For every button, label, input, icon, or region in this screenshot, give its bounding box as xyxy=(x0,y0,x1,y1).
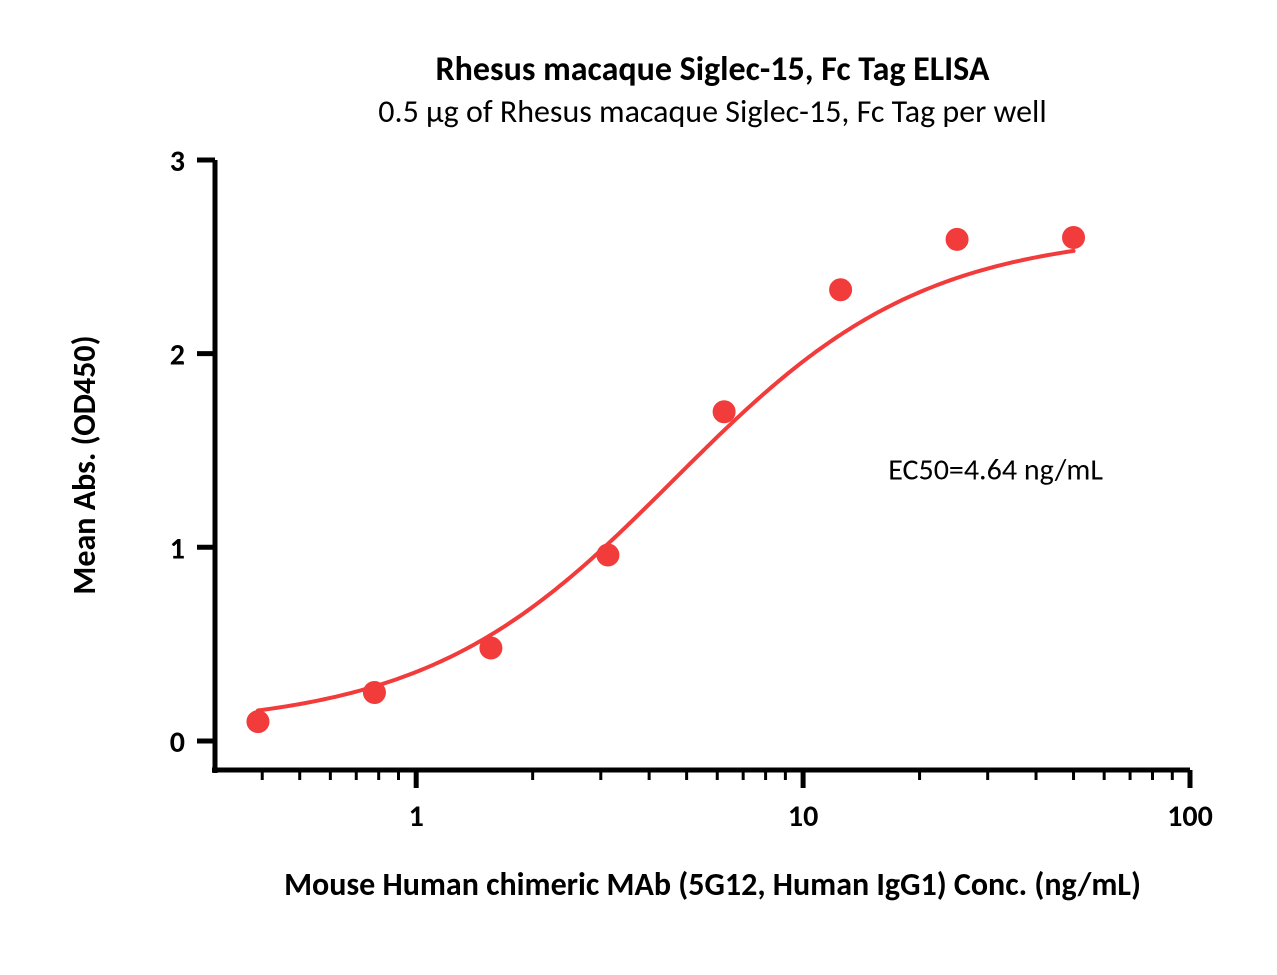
data-point xyxy=(247,711,269,733)
data-point xyxy=(597,544,619,566)
y-tick-label: 3 xyxy=(170,143,185,180)
data-point xyxy=(1063,226,1085,248)
data-point xyxy=(830,279,852,301)
y-tick-label: 1 xyxy=(170,530,185,567)
chart-svg: Rhesus macaque Siglec-15, Fc Tag ELISA0.… xyxy=(0,0,1277,975)
data-point xyxy=(946,228,968,250)
x-axis-label: Mouse Human chimeric MAb (5G12, Human Ig… xyxy=(284,865,1141,904)
y-tick-label: 2 xyxy=(170,337,185,374)
y-axis-label: Mean Abs. (OD450) xyxy=(65,335,104,594)
data-point xyxy=(480,637,502,659)
ec50-annotation: EC50=4.64 ng/mL xyxy=(888,452,1103,489)
chart-title: Rhesus macaque Siglec-15, Fc Tag ELISA xyxy=(436,49,990,90)
chart-subtitle: 0.5 μg of Rhesus macaque Siglec-15, Fc T… xyxy=(378,92,1046,131)
y-tick-label: 0 xyxy=(170,724,185,761)
data-point xyxy=(363,682,385,704)
x-tick-label: 1 xyxy=(409,798,424,835)
data-point xyxy=(713,401,735,423)
x-tick-label: 100 xyxy=(1167,798,1213,835)
x-tick-label: 10 xyxy=(788,798,818,835)
elisa-chart: Rhesus macaque Siglec-15, Fc Tag ELISA0.… xyxy=(0,0,1277,975)
